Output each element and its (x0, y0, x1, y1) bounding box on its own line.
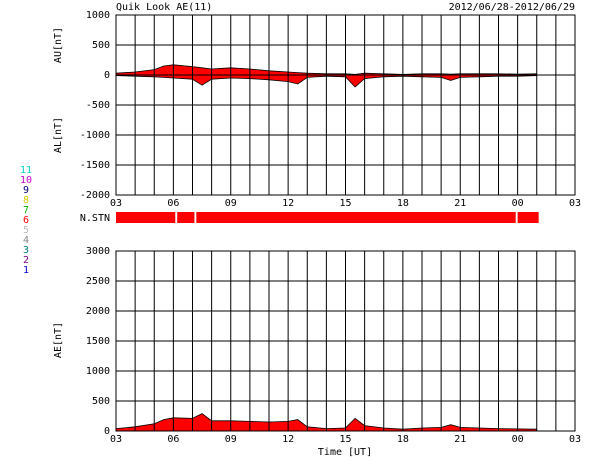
x-tick-label: 12 (282, 434, 294, 445)
area-fill (116, 413, 537, 431)
y-tick-label: 2000 (86, 306, 110, 317)
legend-number: 4 (23, 235, 29, 246)
legend-number: 10 (20, 175, 32, 186)
legend-number: 6 (23, 215, 29, 226)
y-tick-label: 2500 (86, 276, 110, 287)
x-tick-label: 06 (167, 198, 179, 209)
x-tick-label: 21 (454, 434, 466, 445)
y-tick-label: -1000 (80, 130, 110, 141)
y-axis-title: AL[nT] (53, 117, 64, 153)
n-stn-segment (116, 212, 176, 223)
date-range: 2012/06/28-2012/06/29 (449, 2, 575, 13)
y-tick-label: 1000 (86, 366, 110, 377)
area-line (115, 64, 537, 75)
x-tick-label: 03 (110, 434, 122, 445)
y-tick-label: 0 (104, 426, 110, 437)
legend-number: 11 (20, 165, 32, 176)
title: Quik Look AE(11) (116, 2, 212, 13)
legend-number: 9 (23, 185, 29, 196)
area-fill (116, 64, 537, 75)
y-tick-label: 1500 (86, 336, 110, 347)
legend-number: 7 (23, 205, 29, 216)
x-tick-label: 06 (167, 434, 179, 445)
legend-number: 5 (23, 225, 29, 236)
x-tick-label: 15 (339, 434, 351, 445)
y-tick-label: 1000 (86, 10, 110, 21)
x-tick-label: 18 (397, 198, 409, 209)
y-tick-label: 500 (92, 40, 110, 51)
area-line (115, 75, 537, 88)
n-stn-segment (177, 212, 195, 223)
plot-frame (115, 14, 576, 196)
y-tick-label: 3000 (86, 246, 110, 257)
y-tick-label: -1500 (80, 160, 110, 171)
n-stn-segment (196, 212, 516, 223)
x-tick-label: 00 (512, 434, 524, 445)
x-tick-label: 03 (569, 434, 581, 445)
x-tick-label: 15 (339, 198, 351, 209)
x-tick-label: 09 (225, 434, 237, 445)
y-tick-label: -500 (86, 100, 110, 111)
x-axis-title: Time [UT] (318, 447, 372, 458)
y-tick-label: 0 (104, 70, 110, 81)
x-tick-label: 03 (110, 198, 122, 209)
legend-number: 3 (23, 245, 29, 256)
x-tick-label: 00 (512, 198, 524, 209)
plot-frame (115, 250, 576, 432)
x-tick-label: 12 (282, 198, 294, 209)
legend-number: 8 (23, 195, 29, 206)
legend-number: 2 (23, 255, 29, 266)
x-tick-label: 03 (569, 198, 581, 209)
area-line (115, 413, 537, 430)
area-fill (116, 75, 537, 87)
x-tick-label: 09 (225, 198, 237, 209)
x-tick-label: 21 (454, 198, 466, 209)
y-axis-title: AE[nT] (53, 322, 64, 358)
y-axis-title: AU[nT] (53, 27, 64, 63)
y-tick-label: -2000 (80, 190, 110, 201)
n-stn-label: N.STN (80, 213, 110, 224)
y-tick-label: 500 (92, 396, 110, 407)
n-stn-segment (517, 212, 539, 223)
legend-number: 1 (23, 265, 29, 276)
x-tick-label: 18 (397, 434, 409, 445)
